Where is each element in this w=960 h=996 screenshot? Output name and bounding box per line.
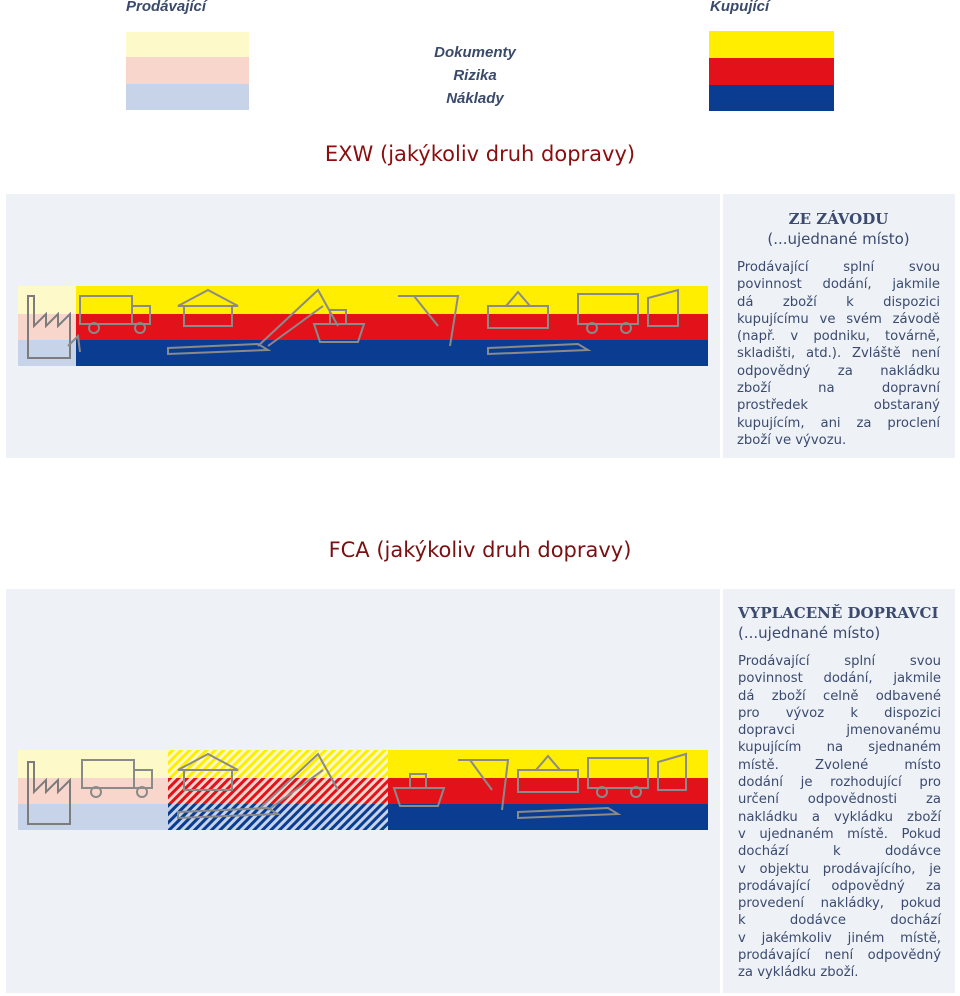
exw-text-panel: ZE ZÁVODU (...ujednané místo) Prodávajíc… [723, 194, 955, 458]
fca-line: místě. Zvolené místo [738, 757, 941, 773]
fca-line: dochází k dodávce [738, 844, 941, 860]
exw-line: zboží na dopravní [737, 381, 940, 397]
buyer-label: Kupující [710, 0, 770, 15]
exw-transport-strip [18, 286, 708, 366]
buyer-swatch-costs [709, 85, 834, 111]
fca-line: prodávající není odpovědný [738, 948, 941, 964]
exw-line: zboží ve vývozu. [737, 432, 847, 448]
exw-heading: ZE ZÁVODU [788, 210, 889, 228]
fca-line: dá zboží celně odbavené [738, 688, 941, 704]
exw-line: kupujícím, ani za proclení [737, 415, 940, 431]
exw-subheading: (...ujednané místo) [767, 230, 910, 248]
exw-body: Prodávající splní svou povinnost dodání, … [737, 259, 940, 449]
fca-line: kupujícím na sjednaném [738, 740, 941, 756]
legend-items: Dokumenty Rizika Náklady [415, 41, 535, 110]
legend-item-costs: Náklady [446, 90, 504, 107]
exw-title: EXW (jakýkoliv druh dopravy) [324, 142, 636, 166]
legend-item-documents: Dokumenty [434, 44, 516, 61]
exw-line: kupujícímu ve svém závodě [737, 311, 940, 327]
fca-line: Prodávající splní svou [738, 654, 941, 669]
fca-line: v jakémkoliv jiném místě, [738, 930, 941, 946]
buyer-swatch-risks [709, 58, 834, 85]
exw-line: dá zboží k dispozici [737, 294, 940, 310]
exw-line: prostředek obstaraný [737, 398, 940, 414]
fca-line: provedení nakládky, pokud [738, 896, 941, 912]
vehicles-icon [67, 288, 679, 356]
fca-line: v ujednaném místě. Pokud [738, 826, 941, 842]
exw-line: Prodávající splní svou [737, 260, 940, 275]
seller-swatch-documents [126, 32, 249, 57]
fca-line: nakládku a vykládku zboží [738, 809, 941, 825]
fca-subheading: (...ujednané místo) [738, 624, 881, 642]
fca-line: v objektu prodávajícího, je [738, 861, 941, 877]
exw-line: skladišti, atd.). Zvláště není [737, 346, 940, 362]
seller-swatch-costs [126, 84, 249, 110]
fca-line: pro vývoz k dispozici [738, 705, 941, 721]
fca-title: FCA (jakýkoliv druh dopravy) [328, 538, 632, 562]
exw-line: povinnost dodání, jakmile [737, 277, 940, 293]
fca-heading: VYPLACENĚ DOPRAVCI [738, 604, 939, 622]
exw-line: odpovědný za nakládku [737, 363, 940, 379]
fca-line: prodávající odpovědný za [738, 878, 941, 894]
fca-line: určení odpovědnosti za [738, 792, 941, 808]
fca-line: za vykládku zboží. [738, 965, 859, 981]
factory-icon [27, 761, 71, 825]
fca-body: Prodávající splní svou povinnost dodání, … [738, 653, 941, 982]
seller-label: Prodávající [126, 0, 207, 15]
legend-item-risks: Rizika [453, 67, 497, 84]
fca-text-panel: VYPLACENĚ DOPRAVCI (...ujednané místo) P… [723, 589, 955, 993]
fca-line: k dodávce dochází [738, 913, 941, 929]
factory-icon [27, 295, 71, 359]
buyer-swatch-documents [709, 31, 834, 58]
vehicles-icon [81, 752, 687, 820]
exw-line: (např. v podniku, továrně, [737, 329, 940, 345]
seller-swatch-risks [126, 57, 249, 84]
fca-line: povinnost dodání, jakmile [738, 671, 941, 687]
fca-transport-strip [18, 750, 708, 830]
fca-line: dopravci jmenovanému [738, 723, 941, 739]
fca-line: dodání je rozhodující pro [738, 775, 941, 791]
